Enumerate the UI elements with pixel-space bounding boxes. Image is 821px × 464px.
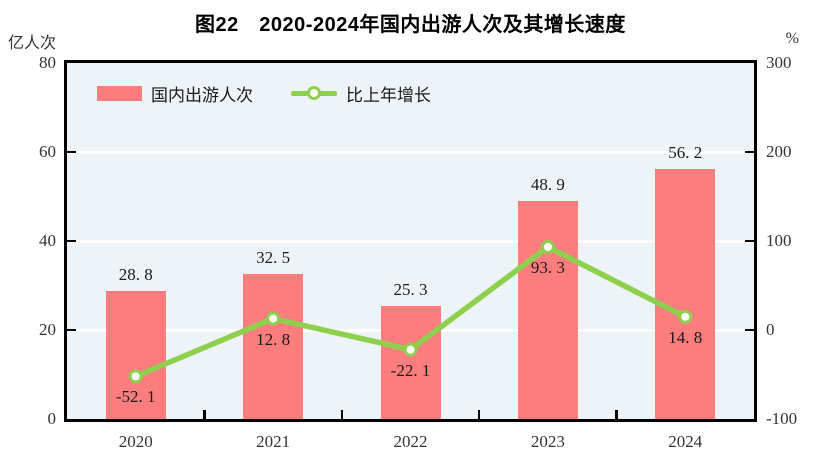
line-value-label: 93. 3 — [530, 257, 565, 277]
left-axis-unit: 亿人次 — [8, 35, 57, 52]
x-axis-tick — [615, 410, 618, 419]
left-axis-tick — [67, 239, 76, 243]
bar-2022 — [380, 306, 441, 419]
right-axis-tick — [745, 328, 754, 332]
right-axis-unit: % — [785, 30, 799, 47]
x-axis-label-2020: 2020 — [118, 432, 153, 451]
legend-bar-swatch-icon — [97, 86, 142, 101]
left-axis-tick-label: 0 — [47, 409, 57, 428]
x-axis-tick — [203, 410, 206, 419]
bar-2021 — [243, 274, 304, 419]
chart-title: 图22 2020-2024年国内出游人次及其增长速度 — [195, 14, 626, 36]
bar-value-label: 32. 5 — [256, 248, 291, 268]
data-labels-layer: 28. 8 32. 5 25. 3 48. 9 56. 2 -52. 1 12. 8 -22.… — [67, 63, 754, 419]
bar-2023 — [517, 201, 578, 419]
left-axis-tick-label: 40 — [39, 231, 56, 250]
bar-value-label: 25. 3 — [393, 280, 428, 300]
line-marker-2024 — [678, 309, 693, 324]
axis-ticks-layer — [67, 63, 754, 419]
left-axis-tick-label: 60 — [39, 142, 56, 161]
bar-2024 — [655, 168, 716, 419]
bar-value-label: 48. 9 — [530, 175, 565, 195]
line-value-label: -22. 1 — [390, 360, 431, 380]
right-axis-tick — [745, 239, 754, 243]
line-value-label: -52. 1 — [115, 387, 156, 407]
legend-bar-label: 国内出游人次 — [151, 86, 253, 105]
line-marker-2022 — [403, 342, 418, 357]
bar-2020 — [105, 290, 166, 419]
x-axis-label-2024: 2024 — [668, 432, 703, 451]
left-axis-tick-label: 80 — [39, 53, 56, 72]
right-axis-tick-label: 100 — [766, 231, 792, 250]
bar-series-layer — [67, 63, 754, 419]
right-axis-tick-label: 200 — [766, 142, 792, 161]
x-axis-label-2021: 2021 — [256, 432, 291, 451]
legend-line-marker-icon — [307, 86, 321, 100]
legend-line-swatch-icon — [291, 86, 337, 101]
legend: 国内出游人次 比上年增长 — [97, 81, 431, 106]
line-value-label: 14. 8 — [668, 327, 703, 347]
left-axis-tick-label: 20 — [39, 320, 56, 339]
bar-value-label: 28. 8 — [118, 264, 153, 284]
line-marker-2023 — [540, 239, 555, 254]
gridline — [67, 239, 754, 243]
line-value-label: 12. 8 — [256, 329, 291, 349]
gridline — [67, 150, 754, 154]
x-axis-label-2022: 2022 — [393, 432, 428, 451]
line-marker-2021 — [266, 311, 281, 326]
right-axis-tick-label: 300 — [766, 53, 792, 72]
x-axis-label-2023: 2023 — [530, 432, 565, 451]
left-axis-tick — [67, 328, 76, 332]
plot-area: 28. 8 32. 5 25. 3 48. 9 56. 2 -52. 1 12. 8 -22.… — [64, 60, 757, 422]
legend-line-label: 比上年增长 — [346, 86, 431, 105]
right-axis-tick — [745, 150, 754, 154]
left-axis-tick — [67, 150, 76, 154]
bar-value-label: 56. 2 — [668, 142, 703, 162]
x-axis-tick — [340, 410, 344, 419]
x-axis-tick — [477, 410, 481, 419]
line-marker-2020 — [128, 369, 143, 384]
right-axis-tick-label: -100 — [766, 409, 798, 428]
line-series-layer — [128, 239, 693, 384]
right-axis-tick-label: 0 — [766, 320, 775, 339]
